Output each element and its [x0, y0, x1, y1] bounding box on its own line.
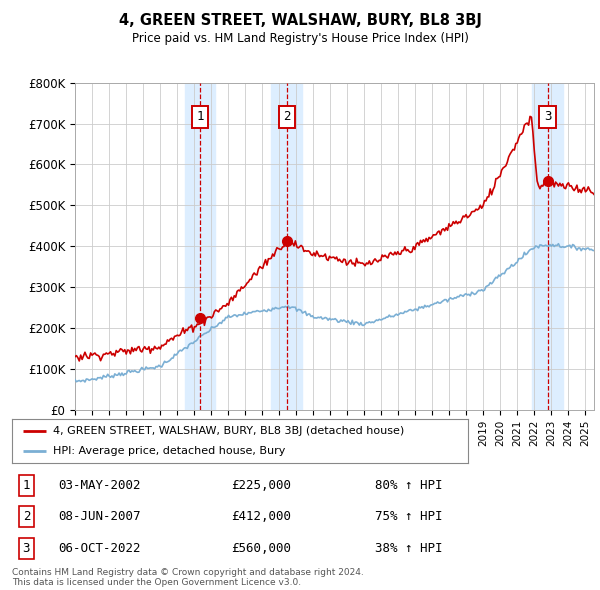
Text: 4, GREEN STREET, WALSHAW, BURY, BL8 3BJ: 4, GREEN STREET, WALSHAW, BURY, BL8 3BJ [119, 13, 481, 28]
Text: 4, GREEN STREET, WALSHAW, BURY, BL8 3BJ (detached house): 4, GREEN STREET, WALSHAW, BURY, BL8 3BJ … [53, 426, 404, 436]
Text: £560,000: £560,000 [231, 542, 291, 555]
Text: 1: 1 [23, 479, 30, 492]
Text: 3: 3 [544, 110, 551, 123]
Text: Price paid vs. HM Land Registry's House Price Index (HPI): Price paid vs. HM Land Registry's House … [131, 32, 469, 45]
Text: 2: 2 [283, 110, 290, 123]
Text: 75% ↑ HPI: 75% ↑ HPI [375, 510, 442, 523]
Bar [532, 83, 563, 410]
Text: 1: 1 [196, 110, 204, 123]
Text: 03-MAY-2002: 03-MAY-2002 [58, 479, 140, 492]
Text: 3: 3 [23, 542, 30, 555]
Text: 06-OCT-2022: 06-OCT-2022 [58, 542, 140, 555]
Text: HPI: Average price, detached house, Bury: HPI: Average price, detached house, Bury [53, 446, 286, 456]
Text: 08-JUN-2007: 08-JUN-2007 [58, 510, 140, 523]
Text: £225,000: £225,000 [231, 479, 291, 492]
Text: Contains HM Land Registry data © Crown copyright and database right 2024.: Contains HM Land Registry data © Crown c… [12, 568, 364, 577]
Text: 80% ↑ HPI: 80% ↑ HPI [375, 479, 442, 492]
Text: 38% ↑ HPI: 38% ↑ HPI [375, 542, 442, 555]
Bar [185, 83, 215, 410]
Text: £412,000: £412,000 [231, 510, 291, 523]
Text: This data is licensed under the Open Government Licence v3.0.: This data is licensed under the Open Gov… [12, 578, 301, 587]
Bar [271, 83, 302, 410]
Text: 2: 2 [23, 510, 30, 523]
